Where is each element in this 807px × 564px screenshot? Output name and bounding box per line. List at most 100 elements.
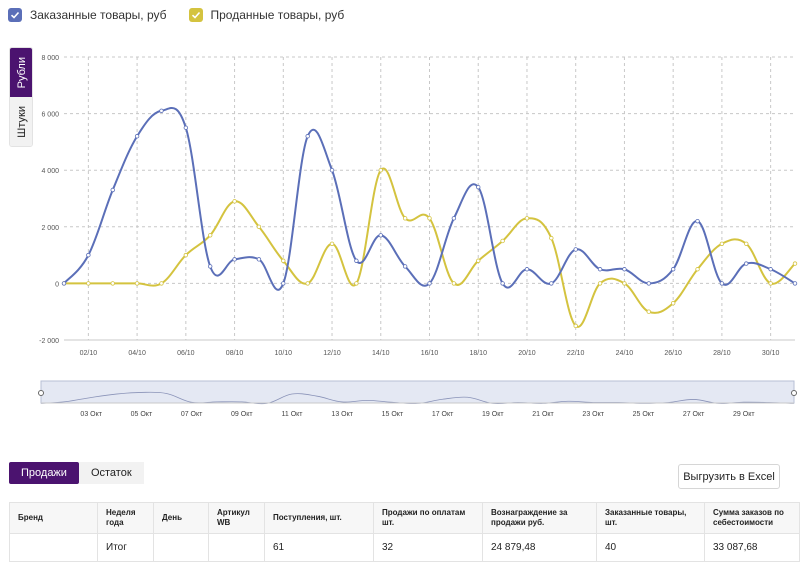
navigator-tick-label: 27 Окт — [683, 411, 705, 418]
legend-label: Проданные товары, руб — [210, 8, 345, 22]
table-cell — [208, 533, 265, 562]
x-tick-label: 06/10 — [177, 350, 195, 357]
column-header[interactable]: Продажи по оплатам шт. — [373, 502, 483, 534]
data-point — [670, 301, 676, 306]
navigator-tick-label: 25 Окт — [633, 411, 655, 418]
table-cell — [153, 533, 209, 562]
data-point — [329, 167, 335, 173]
view-tabs: Продажи Остаток — [9, 462, 144, 484]
chart-legend: Заказанные товары, руб Проданные товары,… — [8, 6, 366, 24]
data-point — [110, 281, 115, 286]
line-chart: 8 000 6 000 4 000 2 000 0 -2 000 02/10 04/10 06/… — [38, 55, 798, 418]
table-cell: 40 — [596, 533, 705, 562]
checkbox-checked-icon[interactable] — [8, 8, 22, 22]
data-point — [354, 258, 359, 263]
data-point — [305, 281, 310, 286]
data-point — [695, 267, 700, 272]
navigator-tick-label: 13 Окт — [331, 411, 353, 418]
column-header[interactable]: Неделя года — [97, 502, 154, 534]
data-point — [183, 252, 189, 258]
checkbox-checked-icon[interactable] — [188, 8, 203, 22]
data-point — [305, 134, 310, 139]
x-tick-label: 28/10 — [713, 350, 731, 357]
data-point — [792, 261, 798, 266]
navigator-tick-label: 03 Окт — [80, 411, 102, 418]
data-point — [159, 108, 164, 113]
navigator-tick-label: 15 Окт — [382, 411, 404, 418]
x-tick-label: 30/10 — [762, 350, 780, 357]
data-point — [232, 257, 237, 262]
data-point — [256, 257, 262, 262]
column-header[interactable]: Бренд — [9, 502, 98, 534]
y-tick-label: 4 000 — [41, 168, 59, 175]
data-point — [744, 241, 749, 246]
x-tick-label: 04/10 — [128, 350, 146, 357]
column-header[interactable]: Заказанные товары, шт. — [596, 502, 705, 534]
data-point — [524, 216, 530, 221]
navigator-tick-label: 05 Окт — [131, 411, 153, 418]
navigator-tick-label: 17 Окт — [432, 411, 454, 418]
x-tick-label: 24/10 — [616, 350, 634, 357]
data-point — [281, 281, 286, 286]
legend-item-ordered[interactable]: Заказанные товары, руб — [8, 8, 167, 22]
table-row: Итог 61 32 24 879,48 40 33 087,68 — [9, 533, 800, 562]
navigator-handle[interactable] — [791, 390, 797, 396]
y-tick-label: 6 000 — [41, 112, 59, 119]
data-point — [134, 134, 140, 139]
data-point — [670, 267, 676, 272]
data-point — [86, 281, 91, 286]
data-point — [232, 199, 237, 204]
unit-rubles-button[interactable]: Рубли — [10, 48, 32, 97]
x-tick-label: 12/10 — [323, 350, 341, 357]
navigator-tick-label: 09 Окт — [231, 411, 253, 418]
column-header[interactable]: Сумма заказов по себестоимости — [704, 502, 800, 534]
tab-sales[interactable]: Продажи — [9, 462, 79, 484]
x-tick-label: 20/10 — [518, 350, 536, 357]
navigator-tick-label: 21 Окт — [532, 411, 554, 418]
data-point — [597, 281, 603, 286]
data-point — [378, 233, 383, 238]
data-point — [281, 258, 286, 263]
data-point — [500, 281, 505, 286]
column-header[interactable]: День — [153, 502, 209, 534]
data-point — [573, 323, 578, 329]
data-point — [768, 281, 773, 286]
x-tick-label: 10/10 — [275, 350, 293, 357]
tab-stock[interactable]: Остаток — [78, 462, 144, 484]
column-header[interactable]: Поступления, шт. — [264, 502, 374, 534]
navigator-tick-label: 29 Окт — [733, 411, 755, 418]
x-tick-label: 14/10 — [372, 350, 390, 357]
data-point — [695, 218, 700, 224]
legend-item-sold[interactable]: Проданные товары, руб — [188, 8, 345, 22]
data-point — [476, 258, 481, 263]
data-point — [256, 224, 262, 229]
data-point — [792, 281, 798, 286]
navigator-tick-label: 11 Окт — [281, 411, 303, 418]
y-tick-label: 0 — [55, 281, 59, 288]
y-tick-label: 8 000 — [41, 55, 59, 62]
sales-table: Бренд Неделя года День Артикул WB Поступ… — [9, 502, 800, 562]
data-point — [549, 281, 554, 286]
column-header[interactable]: Артикул WB — [208, 502, 265, 534]
data-point — [354, 281, 359, 286]
column-header[interactable]: Вознаграждение за продажи руб. — [482, 502, 597, 534]
navigator-handle[interactable] — [38, 390, 44, 396]
data-point — [524, 267, 530, 272]
data-point — [476, 184, 481, 190]
data-point — [110, 187, 115, 193]
data-point — [134, 281, 140, 286]
x-tick-label: 22/10 — [567, 350, 585, 357]
unit-pieces-button[interactable]: Штуки — [10, 97, 32, 146]
table-cell: 24 879,48 — [482, 533, 597, 562]
export-excel-button[interactable]: Выгрузить в Excel — [678, 464, 780, 489]
data-point — [719, 281, 725, 286]
data-point — [207, 233, 213, 238]
data-point — [427, 216, 432, 221]
navigator-tick-label: 07 Окт — [181, 411, 203, 418]
x-tick-label: 02/10 — [80, 350, 98, 357]
data-point — [622, 267, 627, 272]
table-header-row: Бренд Неделя года День Артикул WB Поступ… — [9, 502, 800, 534]
unit-toggle: Рубли Штуки — [9, 47, 33, 147]
data-point — [378, 167, 383, 173]
table-cell: 61 — [264, 533, 374, 562]
